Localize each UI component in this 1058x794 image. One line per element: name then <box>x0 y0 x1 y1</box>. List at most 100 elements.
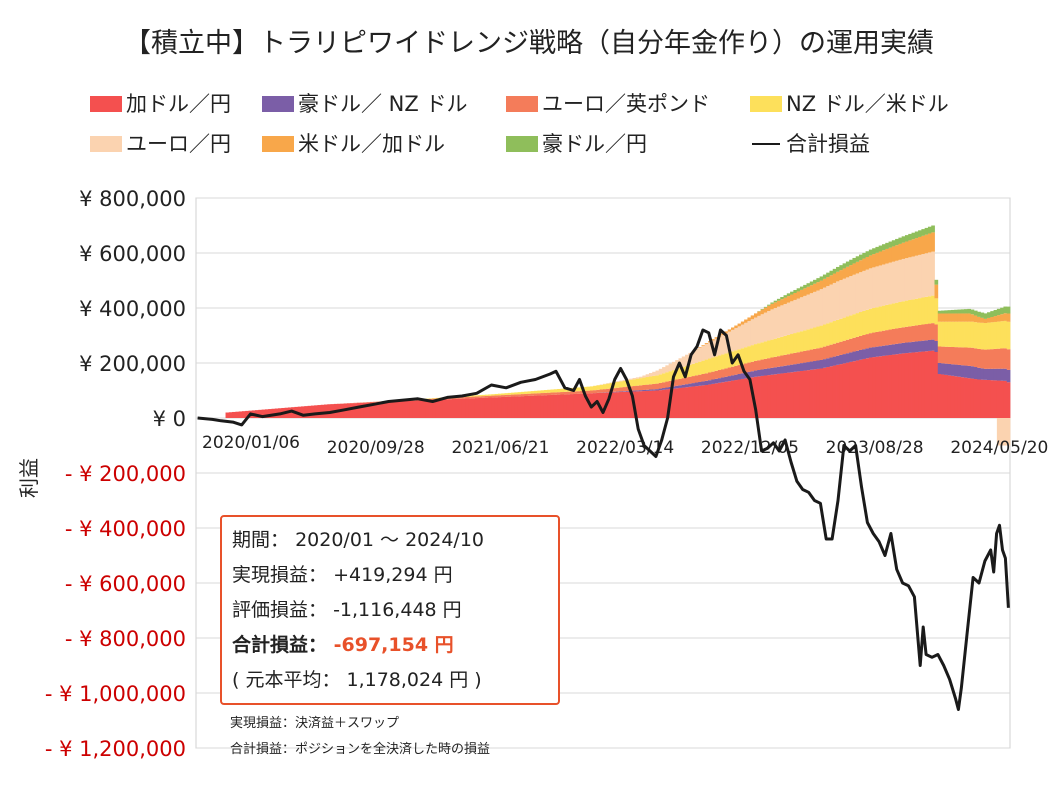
series-line-total <box>197 328 1010 711</box>
bar-segment <box>868 268 873 309</box>
bar-segment <box>888 241 893 248</box>
bar-segment <box>773 367 778 375</box>
bar-segment <box>934 279 939 285</box>
bar-segment <box>642 389 647 392</box>
bar-segment <box>767 358 771 369</box>
bar-segment <box>540 393 545 396</box>
bar-segment <box>822 274 827 279</box>
principal-text: ( 元本平均： 1,178,024 円 ) <box>232 669 482 691</box>
bar-segment <box>232 411 236 418</box>
bar-segment <box>511 396 515 418</box>
bar-segment <box>839 265 844 271</box>
bar-segment <box>507 392 512 395</box>
bar-segment <box>944 346 949 364</box>
legend-label: 米ドル／加ドル <box>298 132 445 156</box>
bar-segment <box>980 379 985 418</box>
bar-segment <box>990 311 994 318</box>
bar-segment <box>760 359 765 370</box>
bar-segment <box>612 388 617 392</box>
bar-segment <box>790 334 794 354</box>
bar-segment <box>993 309 998 317</box>
bar-segment <box>881 330 886 346</box>
bar-segment <box>767 304 771 306</box>
bar-segment <box>760 314 765 343</box>
bar-segment <box>580 391 584 394</box>
bar-segment <box>770 303 775 310</box>
bar-segment <box>855 273 860 314</box>
bar-segment <box>671 388 676 418</box>
bar-segment <box>494 397 499 418</box>
bar-segment <box>619 381 624 388</box>
bar-segment <box>760 309 765 315</box>
bar-segment <box>708 384 712 418</box>
bar-segment <box>826 277 830 287</box>
bar-segment <box>511 394 515 397</box>
bar-segment <box>878 306 883 332</box>
bar-segment <box>478 397 482 418</box>
bar-segment <box>616 381 620 382</box>
bar-segment <box>698 347 702 362</box>
bar-segment <box>780 336 784 356</box>
bar-segment <box>767 368 771 376</box>
bar-segment <box>701 345 706 346</box>
bar-segment <box>783 373 788 418</box>
bar-segment <box>773 374 778 418</box>
bar-segment <box>813 369 817 418</box>
bar-segment <box>924 253 929 297</box>
bar-segment <box>639 391 643 418</box>
bar-segment <box>763 368 768 376</box>
bar-segment <box>662 388 666 390</box>
bar-segment <box>895 260 899 303</box>
bar-segment <box>790 364 794 373</box>
bar-segment-negative <box>1006 418 1011 446</box>
bar-segment <box>685 377 689 385</box>
bar-segment <box>977 322 981 349</box>
bar-segment <box>888 355 893 418</box>
bar-segment <box>576 387 581 392</box>
chart-title: 【積立中】トラリピワイドレンジ戦略（自分年金作り）の運用実績 <box>124 28 934 59</box>
bar-segment <box>524 393 528 396</box>
bar-segment <box>432 399 437 418</box>
bar-segment <box>977 316 981 323</box>
bar-segment <box>921 254 926 298</box>
bar-segment <box>891 328 896 345</box>
bar-segment <box>878 356 883 418</box>
bar-segment <box>822 367 827 418</box>
bar-segment <box>527 395 532 418</box>
bar-segment <box>671 386 676 389</box>
bar-segment <box>983 323 988 350</box>
bar-segment <box>514 396 519 418</box>
bar-segment <box>872 248 876 255</box>
bar-segment <box>599 392 604 418</box>
bar-segment <box>845 261 850 267</box>
period-row: 期間： 2020/01 ～ 2024/10 <box>232 523 548 558</box>
bar-segment <box>625 386 630 391</box>
bar-segment <box>944 310 949 314</box>
bar-segment <box>836 364 840 418</box>
bar-segment <box>527 393 532 396</box>
bar-segment <box>773 308 778 339</box>
bar-segment <box>694 386 699 418</box>
bar-segment <box>914 298 919 326</box>
bar-segment <box>836 271 840 282</box>
bar-segment <box>324 404 328 418</box>
bar-segment <box>783 335 788 355</box>
bar-segment <box>566 391 571 395</box>
bar-segment <box>517 392 522 395</box>
bar-segment <box>530 391 535 394</box>
bar-segment <box>822 359 827 368</box>
bar-segment <box>793 352 798 365</box>
bar-segment <box>488 394 492 396</box>
total-value: -697,154 円 <box>333 634 454 656</box>
bar-segment <box>622 391 627 392</box>
bar-segment <box>924 324 929 341</box>
note-total: 合計損益：ポジションを全決済した時の損益 <box>230 742 491 757</box>
bar-segment <box>822 278 827 288</box>
bar-segment <box>865 358 870 418</box>
bar-segment <box>859 272 863 312</box>
bar-segment <box>790 291 794 295</box>
bar-segment <box>868 333 873 348</box>
bar-segment <box>770 367 775 375</box>
bar-segment <box>891 261 896 304</box>
